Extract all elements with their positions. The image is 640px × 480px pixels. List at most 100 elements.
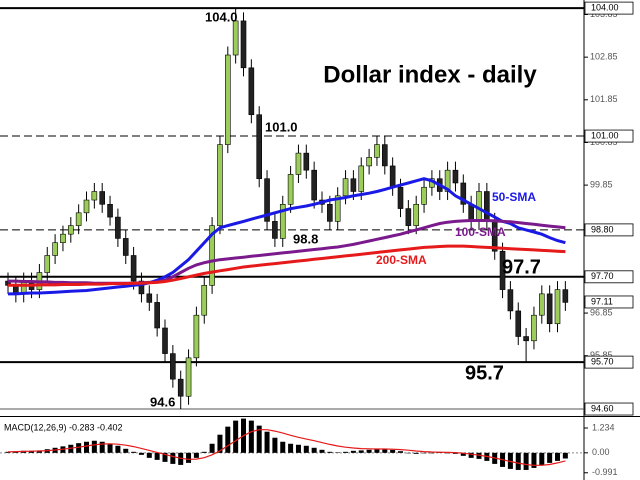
level-label-box bbox=[584, 1, 634, 15]
candle-body bbox=[484, 191, 490, 222]
candle-body bbox=[389, 165, 396, 188]
macd-bar bbox=[311, 447, 317, 453]
candle-body bbox=[523, 336, 529, 342]
macd-bar bbox=[468, 452, 474, 458]
macd-bar bbox=[460, 452, 466, 456]
candle-body bbox=[225, 54, 231, 145]
macd-bar bbox=[264, 431, 270, 453]
macd-bar bbox=[5, 451, 11, 453]
macd-bar bbox=[107, 443, 113, 453]
candle-body bbox=[531, 314, 537, 342]
candle-body bbox=[342, 178, 349, 197]
last-price-box bbox=[584, 295, 634, 309]
annotation: 100-SMA bbox=[455, 225, 506, 239]
annotation: 101.0 bbox=[265, 119, 298, 134]
candle-body bbox=[146, 293, 153, 303]
macd-bar bbox=[91, 440, 97, 453]
level-label-box bbox=[584, 402, 634, 416]
candle-body bbox=[358, 165, 365, 192]
candle-body bbox=[554, 289, 561, 325]
candle-body bbox=[538, 293, 545, 316]
macd-bar bbox=[343, 451, 349, 453]
annotation: 50-SMA bbox=[492, 190, 536, 204]
y-tick-label: 96.85 bbox=[590, 307, 613, 317]
level-label: 97.70 bbox=[591, 271, 614, 281]
y-tick-label: 101.85 bbox=[590, 94, 618, 104]
annotation: 95.7 bbox=[465, 362, 504, 384]
candle-body bbox=[507, 289, 514, 312]
macd-bar bbox=[476, 452, 482, 459]
candle-body bbox=[154, 302, 160, 329]
macd-bar bbox=[280, 441, 286, 453]
macd-bar bbox=[288, 443, 294, 453]
macd-bar bbox=[123, 448, 129, 453]
macd-bar bbox=[225, 426, 231, 453]
annotation: 200-SMA bbox=[376, 253, 427, 267]
macd-bar bbox=[413, 452, 419, 454]
macd-bar bbox=[209, 443, 215, 453]
candle-body bbox=[60, 233, 66, 243]
macd-bar bbox=[256, 425, 262, 453]
macd-bar bbox=[547, 452, 553, 463]
candle-body bbox=[366, 157, 372, 167]
macd-bar bbox=[358, 450, 364, 453]
candle-body bbox=[83, 199, 90, 214]
level-label: 104.00 bbox=[591, 2, 619, 12]
candle-body bbox=[272, 221, 278, 239]
macd-bar bbox=[452, 452, 458, 454]
candle-body bbox=[421, 186, 427, 205]
candle-body bbox=[287, 174, 294, 205]
macd-bar bbox=[366, 449, 372, 453]
macd-tick-label: -0.991 bbox=[592, 467, 618, 477]
candle-body bbox=[177, 378, 184, 397]
candle-body bbox=[334, 195, 341, 222]
macd-bar bbox=[390, 449, 396, 453]
macd-bar bbox=[421, 452, 427, 454]
macd-bar bbox=[507, 452, 513, 469]
chart-title: Dollar index - daily bbox=[323, 61, 537, 88]
candle-body bbox=[327, 204, 333, 222]
ma-line bbox=[8, 177, 566, 296]
candle-body bbox=[75, 212, 82, 226]
candle-body bbox=[350, 178, 357, 192]
candle-body bbox=[279, 204, 286, 239]
candle-body bbox=[232, 20, 239, 56]
candle-body bbox=[248, 67, 255, 116]
macd-bar bbox=[146, 452, 152, 458]
candle-body bbox=[217, 144, 223, 226]
macd-bar bbox=[233, 420, 239, 453]
macd-bar bbox=[327, 451, 333, 453]
candle-body bbox=[413, 204, 420, 226]
annotation: 98.8 bbox=[293, 231, 318, 246]
candle-body bbox=[546, 293, 553, 325]
candle-body bbox=[452, 169, 459, 184]
candle-body bbox=[170, 353, 176, 380]
y-tick-label: 95.85 bbox=[590, 350, 613, 360]
macd-bar bbox=[217, 434, 223, 453]
candle-body bbox=[115, 216, 121, 239]
level-label-box bbox=[584, 129, 634, 143]
candle-body bbox=[256, 114, 263, 180]
candle-body bbox=[499, 250, 506, 290]
y-tick-label: 102.85 bbox=[590, 52, 618, 62]
candle-body bbox=[122, 238, 129, 256]
macd-bar bbox=[539, 452, 545, 465]
macd-bar bbox=[515, 452, 521, 470]
candle-body bbox=[264, 178, 270, 222]
candle-body bbox=[444, 169, 451, 192]
candle-body bbox=[381, 144, 388, 167]
level-label: 94.60 bbox=[591, 403, 614, 413]
ma-line bbox=[8, 244, 566, 287]
level-label-box bbox=[584, 355, 634, 369]
macd-bar bbox=[319, 449, 325, 453]
macd-bar bbox=[335, 452, 341, 453]
macd-bar bbox=[29, 450, 35, 453]
macd-bar bbox=[115, 445, 121, 453]
macd-bar bbox=[154, 452, 160, 460]
candle-body bbox=[130, 255, 137, 282]
macd-bar bbox=[303, 445, 309, 453]
candle-body bbox=[562, 289, 569, 303]
